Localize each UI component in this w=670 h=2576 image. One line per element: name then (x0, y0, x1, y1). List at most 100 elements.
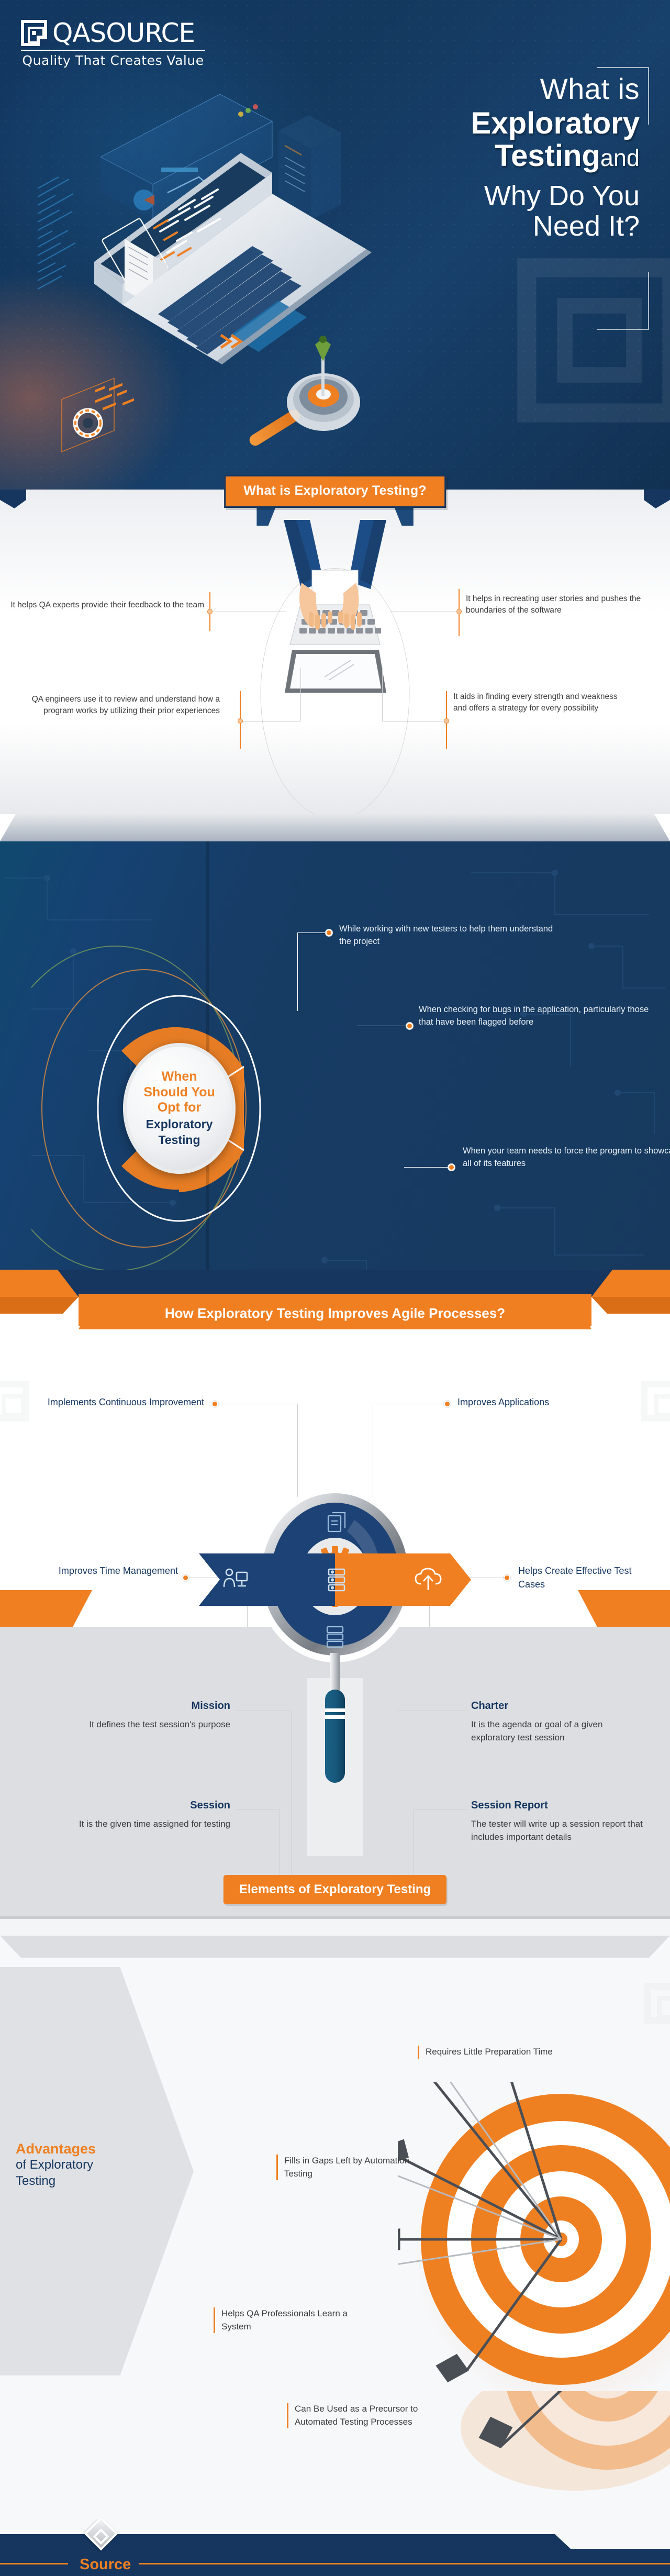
section3-item-2: Improves Time Management (58, 1565, 178, 1576)
advantage-item-4-mark (287, 2403, 288, 2429)
section2-item-1: When checking for bugs in the applicatio… (419, 1005, 649, 1027)
center-line-4: Exploratory (146, 1117, 213, 1131)
title-line-3-and: and (600, 144, 640, 171)
section-advantages-tail: Can Be Used as a Precursor to Automated … (0, 2391, 670, 2519)
documents-icon (327, 1512, 346, 1533)
section2-item-1-node (406, 1023, 413, 1029)
advantage-item-1: Fills in Gaps Left by Automation Testing (276, 2155, 433, 2181)
qasource-square-logo-icon (21, 20, 47, 46)
advantage-item-1-mark (276, 2155, 278, 2181)
title-line-2: Exploratory (471, 106, 640, 141)
advantage-item-0-label: Requires Little Preparation Time (426, 2047, 553, 2057)
hero-header: QASOURCE Quality That Creates Value (0, 0, 670, 490)
section2-item-0: While working with new testers to help t… (339, 924, 553, 946)
title-line-5: Need It? (532, 210, 640, 242)
section2-item-2-node (448, 1164, 455, 1171)
title-line-1: What is (540, 72, 640, 105)
element-charter-name: Charter (471, 1700, 509, 1712)
section2-center-label: When Should You Opt for Exploratory Test… (123, 1043, 236, 1174)
magnifier-illustration (255, 1486, 415, 1783)
advantage-item-0: Requires Little Preparation Time (418, 2046, 575, 2059)
section5-title-accent: Advantages (16, 2141, 96, 2157)
section3-title: How Exploratory Testing Improves Agile P… (164, 1305, 506, 1321)
section1-item-2-node (238, 718, 243, 724)
element-mission-desc: It defines the test session's purpose (89, 1719, 230, 1729)
section2-item-2: When your team needs to force the progra… (463, 1146, 670, 1168)
source-label: Source (80, 2556, 131, 2573)
section-when-should-you-opt: When Should You Opt for Exploratory Test… (0, 841, 670, 1387)
watermark-right-icon (641, 1381, 670, 1422)
advantage-item-4: Can Be Used as a Precursor to Automated … (287, 2403, 460, 2429)
section4-base-rule (0, 1916, 670, 1919)
advantage-item-0-mark (418, 2046, 419, 2059)
title-bracket-top-right (597, 67, 649, 125)
advantage-item-2: Helps QA Professionals Learn a System (214, 2307, 376, 2334)
center-line-1: When (161, 1069, 197, 1084)
section1-item-0-node (207, 609, 213, 614)
element-mission-drop (291, 1711, 292, 1883)
isometric-laptop-illustration (37, 94, 372, 452)
watermark-right-icon-2 (644, 1983, 670, 2024)
section1-item-2: QA engineers use it to review and unders… (31, 695, 220, 716)
hands-on-laptop-illustration (284, 520, 386, 693)
logo-wordmark: QASOURCE (52, 18, 195, 48)
background-watermark-icon (517, 258, 670, 423)
footer: Source (0, 2519, 670, 2576)
cloud-upload-icon (415, 1568, 442, 1590)
section2-dial: When Should You Opt for Exploratory Test… (31, 920, 325, 1297)
server-rack-icon (326, 1626, 344, 1648)
section2-item-0-node (326, 929, 332, 936)
section3-item-3-drop (429, 1578, 430, 1635)
center-line-2: Should You (143, 1084, 215, 1100)
center-line-5: Testing (158, 1133, 200, 1147)
section4-base (0, 1919, 670, 1936)
section5-top-shoulder (0, 1936, 670, 1958)
section1-item-2-drop (300, 668, 301, 721)
section3-item-3: Helps Create Effective Test Cases (518, 1565, 632, 1590)
icon-ribbon (199, 1553, 471, 1606)
wedge-left (0, 1590, 92, 1630)
logo-divider (21, 50, 205, 51)
section3-item-1: Improves Applications (457, 1397, 550, 1407)
advantage-item-1-label: Fills in Gaps Left by Automation Testing (284, 2156, 410, 2179)
title-line-3: Testingand (399, 140, 640, 172)
section3-item-0-drop (297, 1404, 298, 1576)
element-session-name: Session (190, 1800, 230, 1811)
section5-title: Advantages of Exploratory Testing (16, 2141, 152, 2189)
element-session-report: Session Report The tester will write up … (471, 1800, 654, 1844)
page-title: What is Exploratory Testingand Why Do Yo… (399, 73, 640, 241)
section-what-is-exploratory-testing: What is Exploratory Testing? (0, 475, 670, 819)
section3-item-0-node (211, 1401, 218, 1407)
section5-title-line2: of Exploratory (16, 2158, 94, 2172)
section1-title: What is Exploratory Testing? (224, 475, 446, 508)
section3-item-2-drop (247, 1578, 248, 1635)
element-session-report-desc: The tester will write up a session repor… (471, 1819, 643, 1842)
qasource-logo[interactable]: QASOURCE Quality That Creates Value (21, 20, 209, 68)
section1-item-3: It aids in finding every strength and we… (453, 692, 618, 713)
target-tail-illustration (461, 2391, 670, 2491)
element-session: Session It is the given time assigned fo… (58, 1800, 230, 1831)
advantage-item-2-label: Helps QA Professionals Learn a System (221, 2308, 348, 2331)
advantage-item-2-mark (214, 2307, 215, 2334)
element-session-desc: It is the given time assigned for testin… (79, 1819, 230, 1829)
watermark-left-icon (0, 1381, 29, 1422)
wedge-right (578, 1590, 670, 1630)
section3-title-band: How Exploratory Testing Improves Agile P… (0, 1270, 670, 1344)
section2-item-2-connector (404, 1167, 451, 1168)
section1-title-ribbon: What is Exploratory Testing? (224, 475, 446, 526)
element-charter-desc: It is the agenda or goal of a given expl… (471, 1719, 603, 1742)
element-mission-name: Mission (191, 1700, 230, 1712)
title-bracket-bottom-right (597, 272, 649, 330)
element-session-report-name: Session Report (471, 1800, 548, 1811)
section-elements-of-exploratory-testing: Mission It defines the test session's pu… (0, 1486, 670, 1936)
advantage-item-4-label: Can Be Used as a Precursor to Automated … (295, 2404, 418, 2427)
section1-item-0: It helps QA experts provide their feedba… (10, 601, 204, 609)
server-stack-icon (328, 1568, 345, 1592)
section1-item-1: It helps in recreating user stories and … (466, 594, 641, 615)
element-charter: Charter It is the agenda or goal of a gi… (471, 1700, 644, 1744)
section4-title: Elements of Exploratory Testing (223, 1875, 447, 1904)
bevel-to-section2 (0, 814, 670, 841)
center-line-3: Opt for (157, 1100, 202, 1115)
section3-item-0: Implements Continuous Improvement (47, 1397, 204, 1407)
